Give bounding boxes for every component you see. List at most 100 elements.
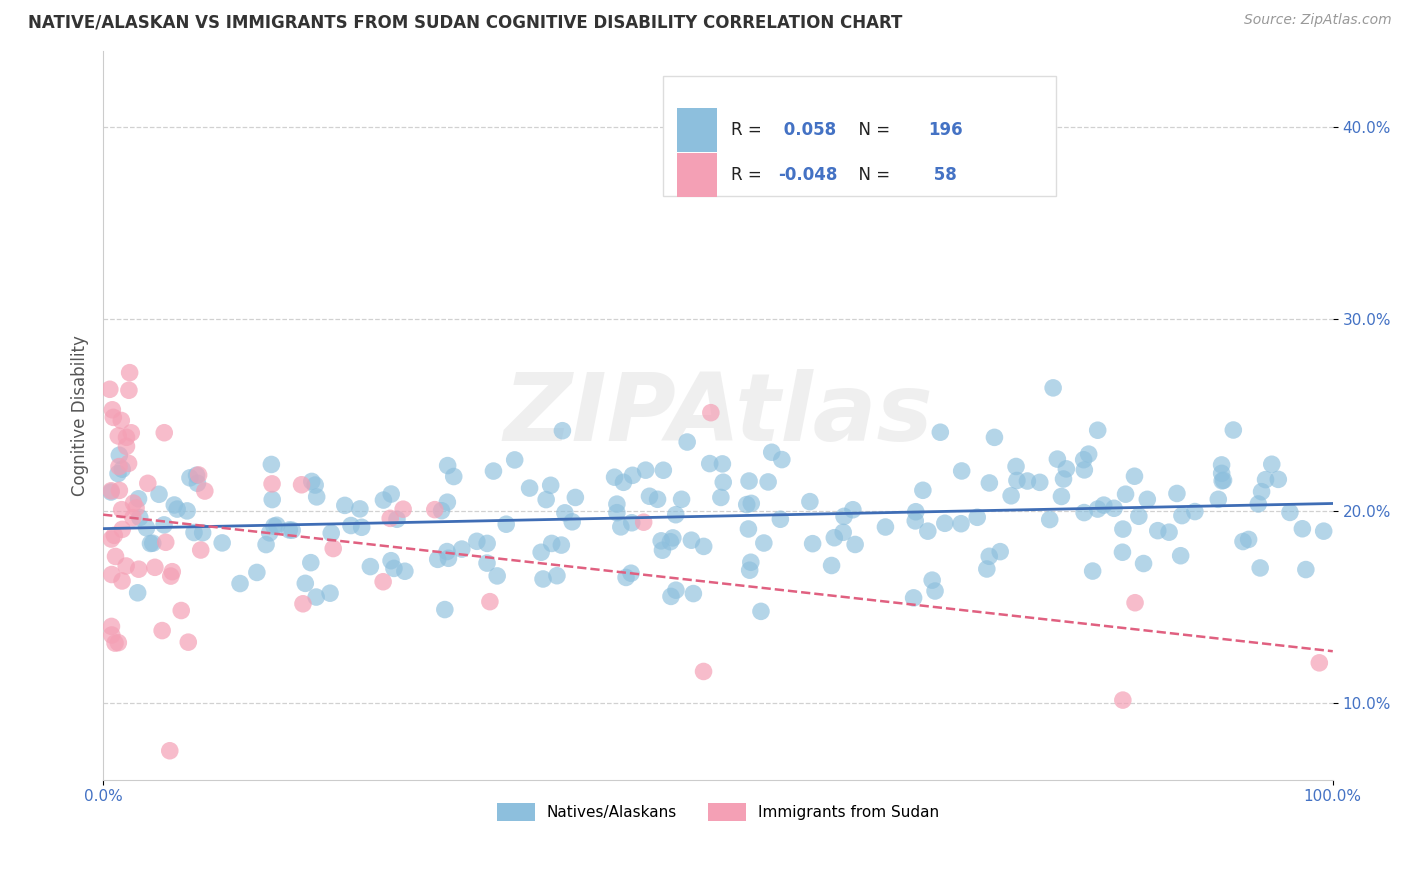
Point (143, 560, 166, 574)
Point (1291, 522, 1313, 536)
Point (740, 496, 762, 510)
Point (799, 494, 821, 508)
Point (475, 536, 498, 550)
Point (924, 584, 946, 599)
Point (281, 523, 304, 537)
Point (104, 549, 127, 564)
Point (554, 506, 576, 520)
Point (979, 549, 1001, 564)
Point (692, 665, 714, 679)
Text: N =: N = (848, 166, 896, 184)
Point (671, 492, 693, 507)
Point (100, 619, 122, 633)
Point (117, 456, 139, 470)
Point (475, 556, 498, 570)
Point (1092, 498, 1115, 512)
Point (1087, 423, 1109, 437)
Point (128, 562, 150, 576)
Point (988, 544, 1011, 558)
Point (179, 471, 201, 485)
Point (711, 475, 734, 490)
Point (290, 477, 312, 491)
Point (153, 425, 176, 440)
Point (530, 545, 553, 559)
Point (676, 435, 699, 450)
Point (340, 518, 363, 533)
Point (606, 506, 628, 520)
Point (100, 628, 122, 642)
Point (738, 474, 761, 488)
Point (1123, 469, 1146, 483)
Point (322, 541, 344, 556)
Point (603, 470, 626, 484)
Point (844, 537, 866, 551)
Point (966, 510, 988, 524)
Point (756, 475, 779, 489)
Point (1136, 492, 1159, 507)
Point (108, 459, 131, 474)
Point (142, 536, 165, 550)
Point (752, 536, 775, 550)
Point (1184, 505, 1206, 519)
Point (621, 468, 644, 483)
Point (1115, 487, 1137, 501)
Point (486, 569, 509, 583)
Point (1212, 473, 1234, 487)
Point (246, 566, 269, 580)
Point (1073, 463, 1095, 477)
Point (100, 485, 122, 500)
Point (350, 520, 373, 534)
Point (875, 520, 897, 534)
Point (305, 590, 328, 604)
Point (1278, 505, 1301, 519)
Point (115, 430, 138, 444)
Point (382, 561, 405, 575)
Point (652, 463, 675, 477)
Point (1052, 472, 1074, 486)
Point (711, 457, 734, 471)
Point (125, 500, 148, 515)
Point (1250, 484, 1272, 499)
Point (1171, 508, 1194, 523)
Point (108, 483, 131, 498)
Text: -0.048: -0.048 (778, 166, 838, 184)
Point (832, 525, 855, 540)
Point (1170, 549, 1192, 563)
Point (359, 559, 381, 574)
Point (1102, 501, 1125, 516)
Point (380, 554, 402, 568)
Point (385, 512, 408, 526)
Point (186, 468, 208, 483)
Point (976, 562, 998, 576)
Point (101, 402, 124, 417)
Point (191, 525, 214, 540)
Point (194, 484, 217, 499)
Point (495, 517, 517, 532)
Point (103, 410, 125, 425)
Point (229, 576, 252, 591)
Point (394, 564, 416, 578)
Point (118, 366, 141, 380)
Point (770, 452, 793, 467)
Point (1128, 509, 1150, 524)
Y-axis label: Cognitive Disability: Cognitive Disability (72, 334, 89, 496)
Point (176, 504, 198, 518)
Point (665, 583, 688, 598)
Point (177, 635, 200, 649)
Point (187, 467, 209, 482)
Point (551, 424, 574, 438)
Point (107, 635, 129, 649)
Point (550, 538, 572, 552)
Text: R =: R = (731, 166, 768, 184)
Point (1249, 561, 1271, 575)
Point (110, 413, 132, 427)
Point (128, 491, 150, 506)
Point (1166, 486, 1188, 500)
Point (122, 496, 145, 510)
Point (433, 602, 456, 616)
Point (426, 552, 449, 566)
Point (662, 531, 685, 545)
Point (1247, 497, 1270, 511)
Legend: Natives/Alaskans, Immigrants from Sudan: Natives/Alaskans, Immigrants from Sudan (491, 797, 945, 827)
Point (1123, 596, 1146, 610)
